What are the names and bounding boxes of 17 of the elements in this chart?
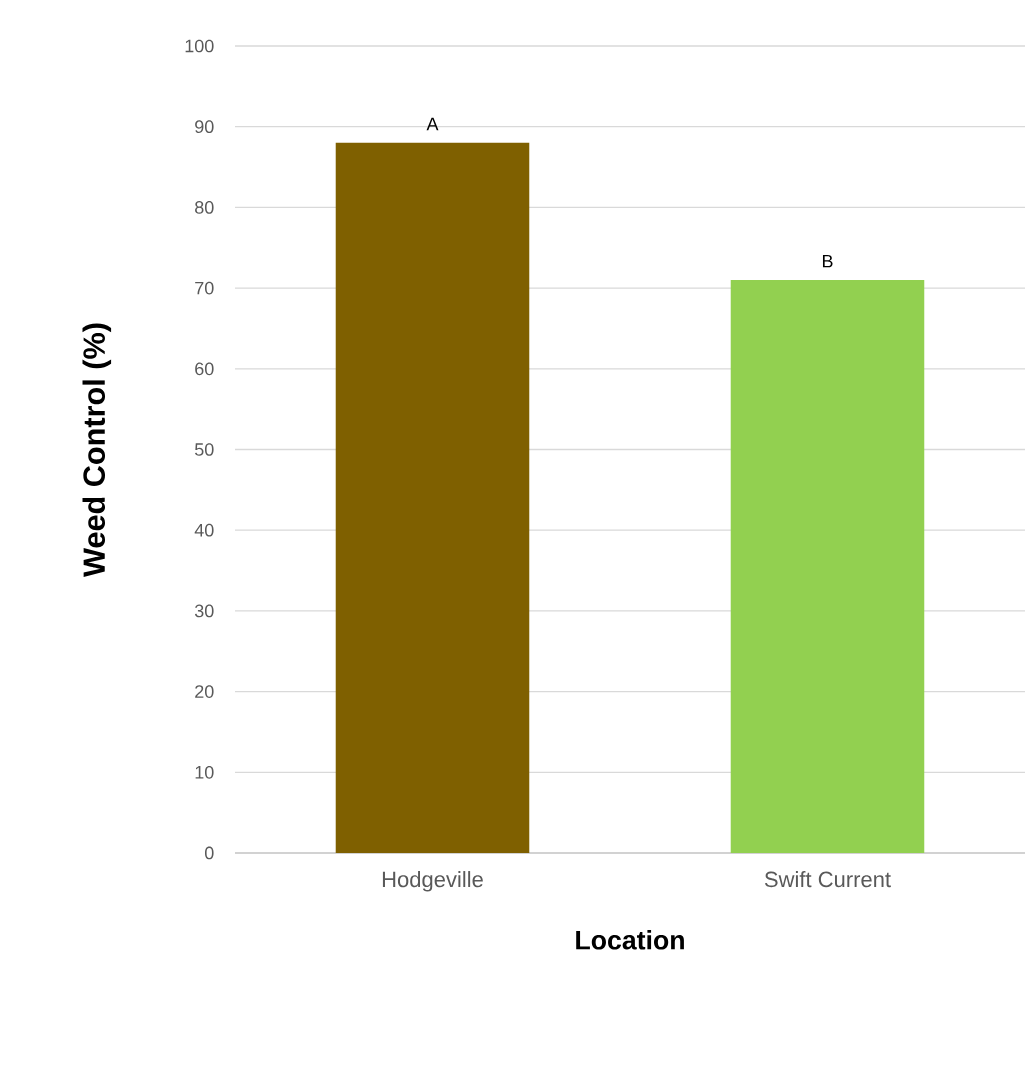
y-tick-label: 20	[195, 685, 214, 698]
x-tick-label: Hodgeville	[382, 871, 483, 892]
y-tick-label: 50	[194, 443, 214, 456]
annotation: A	[426, 117, 439, 131]
y-tick-label: 90	[195, 120, 214, 134]
y-tick-label: 100	[185, 39, 214, 53]
annotation: B	[822, 254, 833, 268]
y-tick-label: 70	[195, 281, 214, 295]
y-tick-label: 10	[195, 765, 214, 779]
y-tick-label: 40	[194, 523, 214, 537]
y-tick-label: 0	[204, 846, 214, 860]
y-axis-title: Weed Control (%)	[82, 323, 112, 577]
y-tick-label: 30	[194, 604, 214, 618]
x-axis-title: Location	[576, 930, 684, 950]
y-tick-label: 60	[195, 362, 214, 376]
y-tick-label: 80	[195, 201, 214, 214]
x-tick-label: Swift Current	[764, 871, 891, 888]
